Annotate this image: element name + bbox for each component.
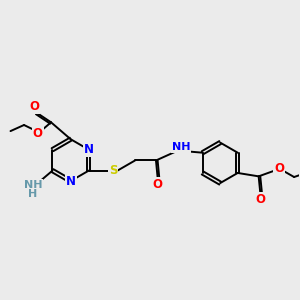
Text: N: N xyxy=(84,143,94,156)
Text: H: H xyxy=(28,189,38,199)
Text: O: O xyxy=(255,193,265,206)
Text: O: O xyxy=(33,127,43,140)
Text: N: N xyxy=(66,175,76,188)
Text: O: O xyxy=(274,162,284,175)
Text: S: S xyxy=(109,164,117,177)
Text: NH: NH xyxy=(172,142,190,152)
Text: O: O xyxy=(153,178,163,190)
Text: O: O xyxy=(29,100,40,113)
Text: NH: NH xyxy=(24,180,42,190)
